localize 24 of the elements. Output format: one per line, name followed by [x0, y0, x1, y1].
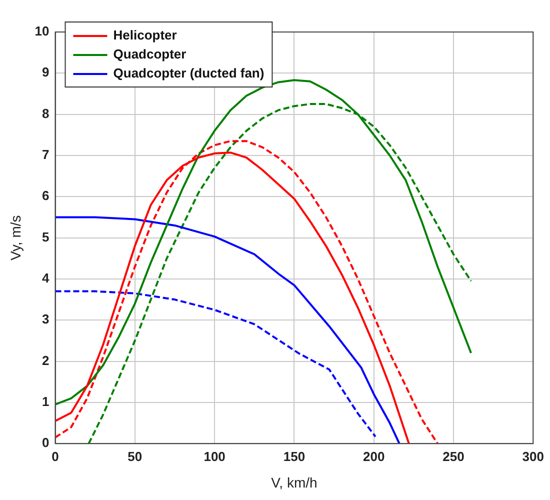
y-tick-label: 9	[42, 64, 50, 80]
y-tick-label: 4	[42, 270, 50, 286]
y-tick-label: 6	[42, 188, 50, 204]
y-tick-label: 0	[42, 435, 50, 450]
y-tick-label: 8	[42, 106, 50, 121]
x-tick-label: 200	[363, 448, 385, 464]
x-tick-label: 50	[128, 448, 142, 464]
x-axis-title: V, km/h	[271, 474, 318, 490]
y-tick-label: 2	[42, 352, 50, 368]
y-axis-title: Vy, m/s	[7, 215, 24, 260]
x-tick-label: 250	[442, 448, 464, 464]
x-tick-label: 300	[522, 448, 544, 464]
legend-label: Quadcopter	[113, 46, 186, 62]
y-tick-label: 5	[42, 229, 50, 244]
y-tick-label: 1	[42, 394, 50, 410]
y-tick-label: 10	[34, 24, 50, 39]
x-tick-label: 100	[204, 448, 226, 464]
legend-label: Helicopter	[113, 28, 177, 43]
legend-label: Quadcopter (ducted fan)	[113, 66, 264, 81]
y-tick-label: 7	[42, 147, 50, 162]
line-series	[55, 290, 376, 438]
y-tick-label: 3	[42, 312, 50, 327]
x-tick-label: 0	[52, 448, 59, 464]
x-tick-label: 150	[283, 448, 306, 464]
